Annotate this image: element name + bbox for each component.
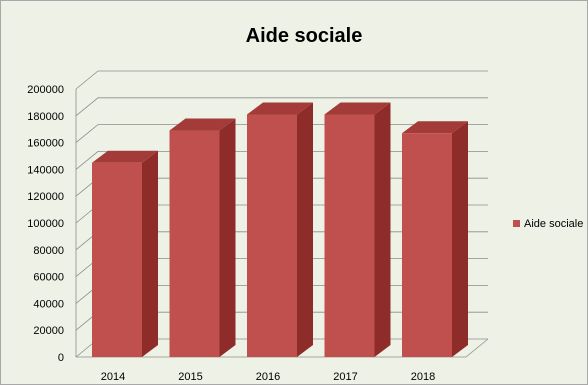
y-tick-label: 180000 — [27, 111, 64, 123]
bar-side-face — [219, 118, 236, 357]
legend: Aide sociale — [513, 218, 583, 230]
bar — [92, 150, 158, 357]
gridline — [75, 70, 488, 90]
bar-front-face — [92, 162, 142, 357]
y-tick-label: 0 — [58, 352, 64, 364]
bar-top-face — [169, 118, 236, 131]
bar-front-face — [324, 114, 375, 358]
bar — [324, 102, 391, 358]
x-tick-label: 2015 — [178, 371, 202, 383]
legend-swatch — [513, 220, 520, 227]
x-axis-tick-labels: 2014 2015 2016 2017 2018 — [101, 371, 435, 383]
bar-side-face — [297, 102, 313, 358]
bar-side-face — [374, 102, 391, 358]
chart-title: Aide sociale — [246, 25, 363, 47]
bar-side-face — [452, 121, 468, 357]
gridline — [75, 97, 488, 117]
bar-front-face — [247, 114, 297, 358]
bar-top-face — [92, 150, 158, 163]
y-tick-label: 100000 — [27, 218, 64, 230]
x-tick-label: 2018 — [411, 371, 435, 383]
y-tick-label: 120000 — [27, 191, 64, 203]
bar — [402, 121, 468, 357]
legend-label: Aide sociale — [524, 218, 583, 230]
y-axis-tick-labels: 0 20000 40000 60000 80000 100000 120000 140000 1… — [27, 84, 64, 364]
x-tick-label: 2016 — [256, 371, 280, 383]
bar-front-face — [169, 130, 220, 357]
bar — [169, 118, 236, 357]
x-tick-label: 2014 — [101, 371, 125, 383]
y-tick-label: 140000 — [27, 164, 64, 176]
y-tick-label: 60000 — [33, 272, 64, 284]
y-tick-label: 20000 — [33, 325, 64, 337]
bar-side-face — [142, 150, 158, 357]
bar-top-face — [402, 121, 468, 134]
bars — [92, 102, 468, 358]
bar-front-face — [402, 133, 452, 357]
bar-top-face — [247, 102, 313, 115]
y-tick-label: 40000 — [33, 298, 64, 310]
bar — [247, 102, 313, 358]
bar-top-face — [324, 102, 391, 115]
floor-edge — [465, 338, 489, 358]
y-tick-label: 80000 — [33, 245, 64, 257]
y-tick-label: 200000 — [27, 84, 64, 96]
x-tick-label: 2017 — [333, 371, 357, 383]
y-tick-label: 160000 — [27, 138, 64, 150]
